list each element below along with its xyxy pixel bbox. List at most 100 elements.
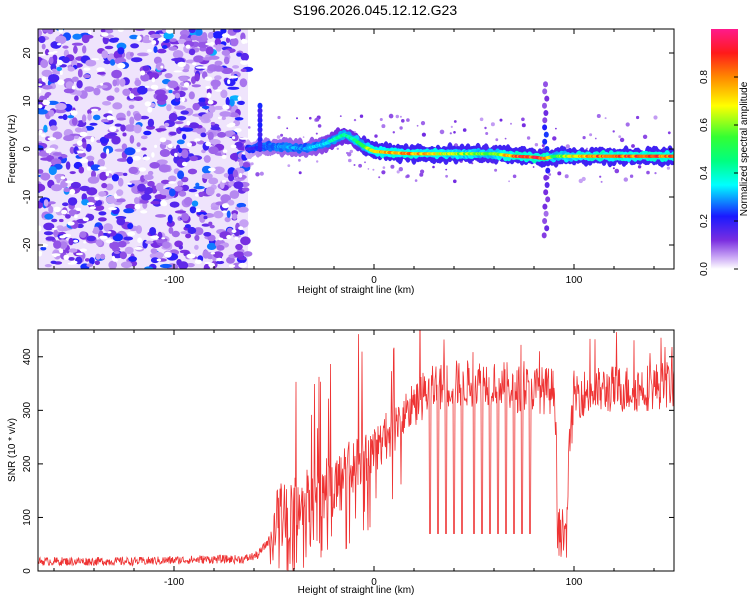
- ridge-speck: [348, 158, 352, 163]
- ridge-speck: [395, 114, 399, 119]
- ridge-speck: [374, 134, 378, 138]
- noise-gap: [226, 234, 232, 240]
- noise-blob: [215, 44, 222, 52]
- ridge-smear: [545, 167, 551, 174]
- noise-gap: [151, 152, 155, 158]
- ridge-smear: [544, 95, 550, 102]
- noise-blob: [164, 73, 173, 79]
- ridge-onset: [257, 117, 263, 124]
- noise-blob: [214, 38, 222, 46]
- x-tick-label: 0: [371, 275, 377, 286]
- noise-gap: [232, 136, 236, 140]
- noise-blob: [114, 148, 125, 152]
- noise-blob: [208, 221, 213, 226]
- noise-gap: [40, 243, 48, 248]
- noise-gap: [140, 210, 148, 214]
- noise-blob: [122, 88, 131, 97]
- ridge-smear: [543, 189, 549, 196]
- noise-blob: [146, 125, 155, 130]
- noise-blob: [144, 266, 154, 269]
- figure-title: S196.2026.045.12.12.G23: [292, 2, 458, 18]
- noise-gap: [195, 193, 199, 197]
- noise-blob: [129, 34, 139, 40]
- noise-blob: [126, 110, 131, 117]
- noise-gap: [208, 262, 215, 268]
- noise-gap: [88, 30, 92, 35]
- ridge-speck: [420, 169, 425, 174]
- ridge-speck: [619, 137, 625, 143]
- noise-blob: [62, 45, 69, 49]
- noise-blob: [62, 202, 69, 207]
- noise-blob: [177, 170, 185, 180]
- noise-gap: [186, 142, 192, 147]
- ridge-speck: [581, 176, 586, 182]
- noise-blob: [128, 104, 135, 109]
- noise-gap: [135, 148, 141, 153]
- noise-gap: [237, 96, 242, 101]
- noise-blob: [109, 59, 116, 66]
- noise-gap: [94, 196, 100, 201]
- noise-gap: [40, 133, 46, 138]
- ridge-onset: [257, 136, 263, 143]
- noise-blob: [93, 204, 105, 211]
- noise-blob: [98, 217, 107, 222]
- noise-gap: [154, 144, 158, 148]
- noise-blob: [98, 191, 107, 197]
- noise-gap: [96, 67, 105, 72]
- ridge-speck: [255, 172, 260, 177]
- noise-blob: [59, 241, 68, 250]
- noise-gap: [79, 131, 88, 137]
- noise-blob: [121, 143, 128, 150]
- noise-blob: [69, 146, 75, 154]
- noise-blob: [147, 170, 154, 176]
- y-tick-label: 300: [22, 402, 33, 419]
- noise-blob: [169, 188, 176, 197]
- noise-blob: [130, 43, 140, 49]
- ridge-speck: [398, 167, 403, 172]
- noise-blob: [205, 46, 214, 55]
- noise-blob: [155, 182, 164, 192]
- ridge-smear: [544, 225, 550, 232]
- noise-blob: [216, 193, 221, 198]
- noise-gap: [175, 125, 179, 128]
- noise-blob: [178, 245, 183, 250]
- noise-gap: [83, 241, 87, 244]
- noise-blob: [44, 213, 54, 220]
- noise-blob: [109, 241, 120, 250]
- noise-blob: [176, 139, 185, 145]
- noise-blob: [48, 109, 55, 117]
- ridge-speck: [316, 160, 319, 163]
- ridge-onset: [257, 146, 263, 152]
- noise-gap: [38, 104, 43, 109]
- noise-blob: [213, 105, 224, 110]
- noise-blob: [101, 182, 108, 189]
- noise-blob: [225, 37, 231, 43]
- noise-gap: [38, 129, 43, 134]
- noise-gap: [75, 207, 82, 211]
- noise-blob: [209, 139, 221, 145]
- noise-blob: [149, 162, 160, 169]
- noise-blob: [74, 95, 79, 102]
- noise-blob: [89, 257, 95, 265]
- noise-gap: [70, 110, 78, 116]
- noise-gap: [183, 82, 190, 88]
- ridge-smear: [542, 117, 548, 124]
- noise-blob: [208, 177, 219, 185]
- noise-gap: [229, 75, 239, 79]
- noise-gap: [164, 251, 172, 258]
- noise-blob: [100, 253, 106, 260]
- ridge-speck: [277, 115, 281, 120]
- noise-gap: [208, 167, 216, 172]
- noise-blob: [68, 237, 74, 246]
- ridge-smear: [543, 174, 549, 181]
- noise-gap: [174, 152, 178, 157]
- y-tick-label: 0: [22, 146, 33, 152]
- noise-gap: [173, 70, 182, 73]
- noise-blob: [112, 79, 118, 87]
- noise-blob: [227, 199, 235, 206]
- noise-blob: [201, 223, 211, 227]
- noise-blob: [191, 84, 201, 88]
- noise-blob: [195, 182, 200, 187]
- noise-blob: [93, 114, 101, 121]
- ridge-speck: [309, 116, 312, 120]
